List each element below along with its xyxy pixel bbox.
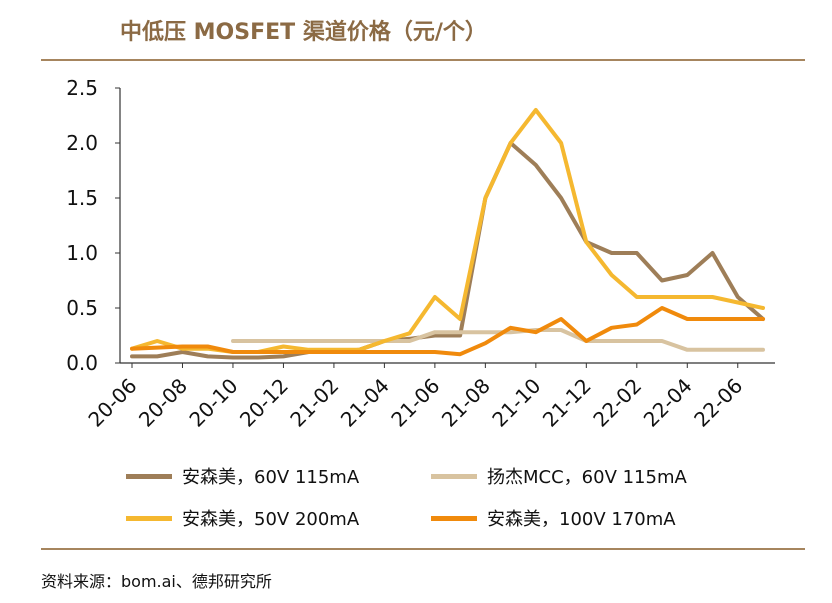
y-tick-label: 2.0 (66, 131, 98, 155)
legend-swatch (431, 473, 477, 479)
series-line-2 (231, 328, 765, 352)
x-tick-label: 21-06 (386, 374, 444, 432)
x-tick-label: 20-06 (83, 374, 141, 432)
y-tick-label: 1.5 (66, 186, 98, 210)
x-tick-label: 21-12 (538, 374, 596, 432)
footer-divider (41, 548, 805, 550)
series-line-1 (130, 141, 765, 360)
legend-item-3: 安森美，50V 200mA (126, 505, 359, 531)
source-note: 资料来源：bom.ai、德邦研究所 (41, 572, 272, 591)
legend-label: 安森美，50V 200mA (182, 509, 360, 530)
x-tick-label: 21-08 (437, 374, 495, 432)
legend-label: 扬杰MCC，60V 115mA (487, 467, 687, 488)
chart-series (130, 108, 765, 360)
y-tick-label: 2.5 (66, 76, 98, 100)
x-tick-label: 20-10 (184, 374, 242, 432)
x-axis-ticks: 20-0620-0820-1020-1221-0221-0421-0621-08… (83, 363, 747, 432)
legend-label: 安森美，100V 170mA (487, 509, 676, 530)
x-tick-label: 21-02 (285, 374, 343, 432)
x-tick-label: 22-04 (639, 374, 697, 432)
chart-axes (119, 88, 775, 364)
legend-swatch (126, 473, 172, 479)
x-tick-label: 22-02 (588, 374, 646, 432)
series-line-4 (130, 306, 765, 357)
legend-item-1: 安森美，60V 115mA (126, 463, 359, 489)
y-tick-label: 0.5 (66, 296, 98, 320)
legend-label: 安森美，60V 115mA (182, 467, 360, 488)
y-tick-label: 1.0 (66, 241, 98, 265)
legend-swatch (431, 515, 477, 521)
title-divider (41, 59, 805, 61)
x-tick-label: 21-10 (487, 374, 545, 432)
series-line-3 (130, 108, 765, 354)
line-chart: 0.00.51.01.52.02.5 20-0620-0820-1020-122… (66, 76, 775, 432)
legend-item-4: 安森美，100V 170mA (431, 505, 676, 531)
x-tick-label: 20-08 (134, 374, 192, 432)
legend-swatch (126, 515, 172, 521)
legend-item-2: 扬杰MCC，60V 115mA (431, 463, 687, 489)
x-tick-label: 20-12 (235, 374, 293, 432)
y-tick-label: 0.0 (66, 351, 98, 375)
y-axis-ticks: 0.0 0.5 1.0 1.5 2.0 2.5 (66, 76, 120, 375)
x-tick-label: 22-06 (689, 374, 747, 432)
chart-title: 中低压 MOSFET 渠道价格（元/个） (120, 20, 487, 45)
x-tick-label: 21-04 (336, 374, 394, 432)
